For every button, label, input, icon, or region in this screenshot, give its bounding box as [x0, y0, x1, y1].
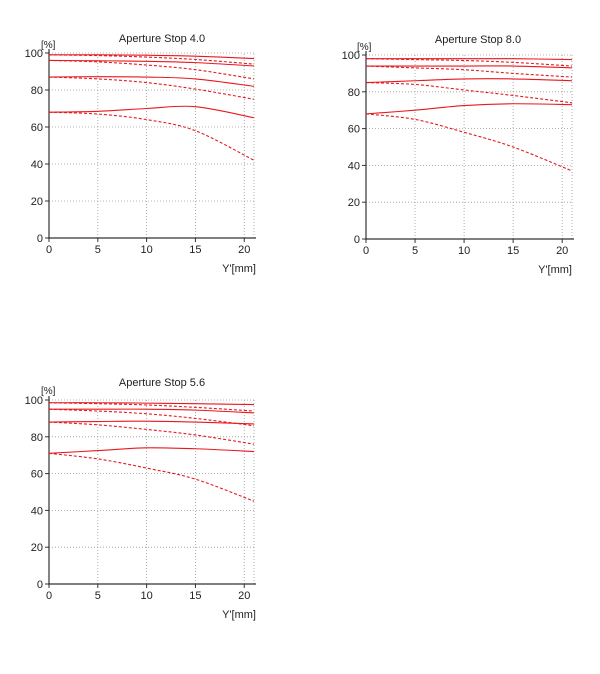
x-tick-label: 10 — [140, 244, 152, 256]
y-tick-label: 40 — [348, 160, 360, 172]
x-tick-label: 0 — [363, 245, 369, 257]
y-tick-label: 60 — [31, 122, 43, 134]
mtf-curve-dashed-5 — [365, 82, 573, 104]
chart-aperture-5-6: Aperture Stop 5.6 [%] Y'[mm] 0 5 10 15 20 0 20… — [25, 377, 256, 621]
x-axis-label: Y'[mm] — [222, 263, 256, 275]
mtf-curve-solid-6 — [48, 105, 255, 119]
y-tick-label: 20 — [31, 196, 43, 208]
x-tick-label: 5 — [95, 590, 101, 602]
x-tick-label: 15 — [507, 245, 519, 257]
chart-aperture-8-0: Aperture Stop 8.0 [%] Y'[mm] 0 5 10 15 20 0 20… — [342, 34, 574, 276]
mtf-curve-dashed-7 — [365, 113, 573, 172]
y-tick-label: 100 — [25, 395, 43, 407]
chart-title: Aperture Stop 4.0 — [119, 33, 205, 45]
y-axis-label: [%] — [41, 40, 56, 51]
x-tick-label: 5 — [95, 244, 101, 256]
x-tick-label: 5 — [412, 245, 418, 257]
mtf-curve-solid-0 — [366, 58, 573, 61]
mtf-curve-solid-2 — [48, 59, 255, 67]
mtf-curve-dashed-7 — [48, 452, 255, 502]
y-tick-label: 80 — [348, 87, 360, 99]
chart-title: Aperture Stop 8.0 — [435, 34, 521, 46]
x-tick-label: 10 — [140, 590, 152, 602]
y-tick-label: 0 — [354, 234, 360, 246]
y-tick-label: 0 — [37, 233, 43, 245]
x-tick-label: 20 — [238, 590, 250, 602]
x-tick-label: 0 — [46, 244, 52, 256]
y-axis-label: [%] — [357, 42, 372, 53]
y-axis-label: [%] — [41, 386, 56, 397]
y-tick-label: 60 — [348, 124, 360, 136]
x-axis-label: Y'[mm] — [538, 264, 572, 276]
mtf-curve-solid-4 — [365, 78, 573, 84]
y-tick-label: 100 — [342, 50, 360, 62]
mtf-curve-dashed-3 — [365, 65, 573, 78]
x-tick-label: 15 — [189, 244, 201, 256]
mtf-curve-dashed-1 — [48, 54, 255, 65]
x-tick-label: 20 — [238, 244, 250, 256]
y-tick-label: 20 — [31, 542, 43, 554]
y-tick-label: 20 — [348, 197, 360, 209]
y-tick-label: 60 — [31, 469, 43, 481]
y-tick-label: 80 — [31, 85, 43, 97]
y-tick-label: 80 — [31, 432, 43, 444]
x-tick-label: 10 — [458, 245, 470, 257]
x-tick-label: 20 — [556, 245, 568, 257]
mtf-curve-dashed-1 — [48, 402, 255, 412]
mtf-curve-dashed-5 — [48, 76, 255, 100]
y-tick-label: 100 — [25, 48, 43, 60]
x-tick-label: 15 — [189, 590, 201, 602]
mtf-curve-solid-2 — [48, 408, 255, 414]
y-tick-label: 40 — [31, 159, 43, 171]
mtf-curve-dashed-3 — [48, 408, 255, 427]
x-axis-label: Y'[mm] — [222, 609, 256, 621]
chart-aperture-4-0: Aperture Stop 4.0 [%] Y'[mm] 0 5 10 15 20 0 20… — [25, 33, 256, 275]
chart-title: Aperture Stop 5.6 — [119, 377, 205, 389]
mtf-curve-solid-6 — [365, 103, 573, 115]
mtf-curve-dashed-7 — [48, 111, 255, 161]
mtf-curve-solid-4 — [48, 76, 255, 87]
x-tick-label: 0 — [46, 590, 52, 602]
mtf-curve-solid-0 — [48, 54, 255, 60]
mtf-curve-dashed-5 — [48, 421, 255, 445]
y-tick-label: 40 — [31, 505, 43, 517]
mtf-curve-solid-4 — [48, 420, 255, 425]
mtf-curve-solid-2 — [366, 65, 573, 69]
mtf-curve-dashed-3 — [48, 59, 255, 80]
mtf-curve-dashed-1 — [365, 58, 573, 67]
y-tick-label: 0 — [37, 579, 43, 591]
mtf-curve-solid-6 — [48, 447, 255, 454]
mtf-curve-solid-0 — [48, 402, 255, 406]
